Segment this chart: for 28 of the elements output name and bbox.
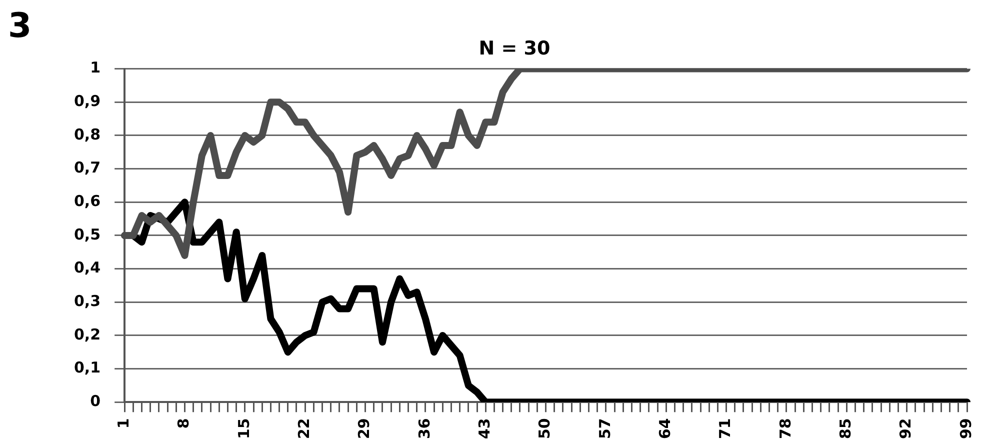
x-tick-label: 1 (114, 418, 132, 429)
y-tick-label: 0,2 (74, 325, 101, 344)
x-tick-label: 85 (836, 418, 855, 439)
y-tick-label: 0,8 (74, 125, 101, 144)
y-tick-label: 0,4 (74, 258, 101, 277)
y-tick-label: 0,6 (74, 192, 101, 210)
x-tick-label: 50 (536, 418, 554, 439)
y-tick-label: 0,9 (74, 92, 101, 110)
x-tick-label: 15 (234, 418, 253, 439)
x-tick-label: 22 (294, 418, 313, 439)
y-tick-label: 0 (90, 392, 101, 410)
y-tick-label: 0,3 (74, 292, 101, 310)
chart-title: N = 30 (478, 37, 550, 60)
x-tick-label: 71 (716, 418, 734, 439)
text: 3 (8, 6, 32, 46)
y-tick-label: 1 (90, 58, 101, 77)
x-tick-label: 36 (415, 418, 434, 439)
y-tick-label: 0,5 (74, 225, 101, 244)
x-tick-label: 43 (476, 418, 494, 439)
y-tick-label: 0,7 (74, 158, 101, 177)
y-tick-label: 0,1 (74, 358, 101, 377)
x-tick-label: 64 (656, 418, 674, 439)
x-tick-label: 8 (174, 418, 193, 429)
x-tick-label: 29 (355, 418, 374, 439)
x-tick-label: 78 (776, 418, 794, 439)
x-tick-label: 99 (956, 418, 975, 439)
x-tick-label: 92 (896, 418, 915, 439)
x-tick-label: 57 (596, 418, 614, 439)
